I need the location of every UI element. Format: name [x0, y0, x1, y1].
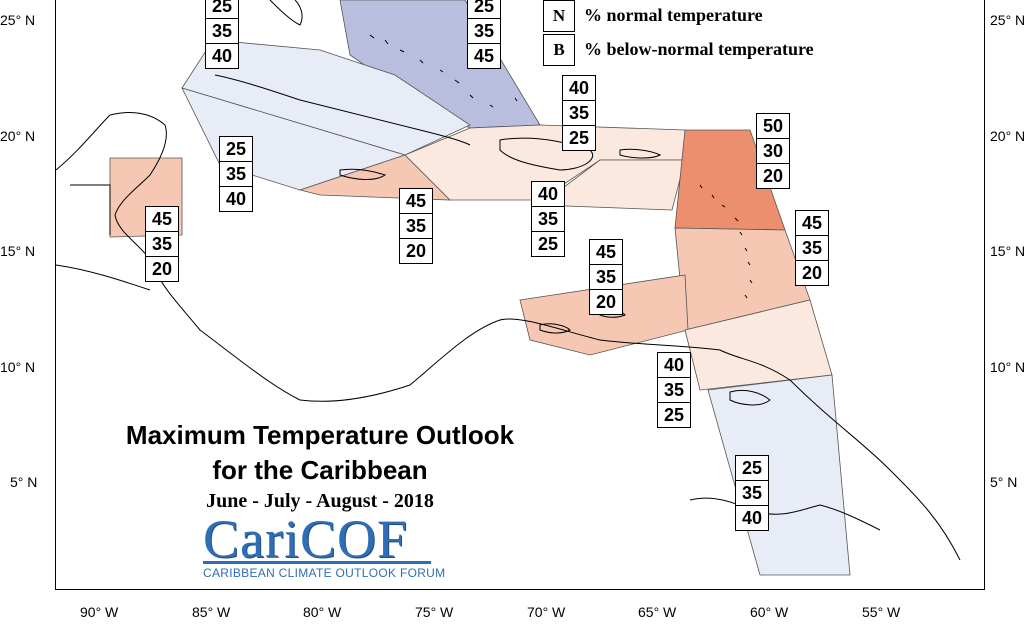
lat-label-right: 25° N — [990, 12, 1026, 28]
prob-normal: 35 — [206, 19, 238, 44]
zone-guianas[interactable] — [707, 374, 851, 576]
prob-normal: 35 — [220, 162, 252, 187]
map-title-line1: Maximum Temperature Outlook — [125, 420, 515, 450]
prob-above: 25 — [220, 137, 252, 162]
lon-label: 65° W — [638, 604, 677, 620]
prob-below: 20 — [595, 292, 617, 312]
probability-box-western-cuba: 25 35 40 — [219, 136, 253, 212]
probability-box-leeward: 50 30 20 — [756, 113, 790, 189]
probability-box-hispaniola: 40 35 25 — [562, 75, 596, 151]
prob-above: 40 — [532, 182, 564, 207]
prob-below: 40 — [225, 189, 247, 209]
lat-label-left: 20° N — [0, 128, 36, 144]
prob-normal: 35 — [563, 101, 595, 126]
lat-label-left: 10° N — [0, 359, 36, 375]
prob-below: 40 — [211, 46, 233, 66]
lon-label: 75° W — [415, 604, 454, 620]
lon-label: 80° W — [303, 604, 342, 620]
probability-box-belize: 45 35 20 — [145, 206, 179, 282]
prob-normal: 35 — [736, 481, 768, 506]
lon-label: 70° W — [527, 604, 566, 620]
prob-below: 45 — [473, 46, 495, 66]
lat-label-right: 20° N — [990, 128, 1026, 144]
prob-normal: 30 — [757, 139, 789, 164]
prob-below: 20 — [151, 259, 173, 279]
legend-label-below: % below-normal temperature — [584, 39, 814, 59]
island-markers — [369, 34, 753, 299]
lat-label-right: 15° N — [990, 243, 1026, 259]
zone-abc-islands[interactable] — [519, 274, 689, 356]
prob-normal: 35 — [400, 214, 432, 239]
lat-label-left: 15° N — [0, 243, 36, 259]
prob-below: 25 — [568, 128, 590, 148]
prob-normal: 35 — [796, 236, 828, 261]
coastlines — [55, 0, 961, 561]
probability-box-trinidad: 40 35 25 — [657, 352, 691, 428]
probability-box-puerto-rico: 40 35 25 — [531, 181, 565, 257]
prob-normal: 35 — [658, 378, 690, 403]
prob-above: 45 — [796, 211, 828, 236]
lat-label-left: 5° N — [10, 474, 38, 490]
probability-box-jamaica: 45 35 20 — [399, 188, 433, 264]
prob-above: 25 — [206, 0, 238, 19]
logo-subtitle: CARIBBEAN CLIMATE OUTLOOK FORUM — [203, 566, 446, 580]
prob-normal: 35 — [468, 19, 500, 44]
prob-normal: 35 — [590, 265, 622, 290]
probability-box-windward: 45 35 20 — [795, 210, 829, 286]
probability-box-abc-islands: 45 35 20 — [589, 239, 623, 315]
lat-label-right: 10° N — [990, 359, 1026, 375]
legend-key-normal: N — [543, 0, 575, 32]
prob-above: 25 — [736, 456, 768, 481]
legend-key-below: B — [543, 34, 575, 66]
prob-above: 50 — [757, 114, 789, 139]
prob-above: 25 — [468, 0, 500, 19]
legend-label-normal: % normal temperature — [584, 5, 763, 25]
probability-box-bahamas: 25 35 45 — [467, 0, 501, 69]
probability-box-cuba: 25 35 40 — [205, 0, 239, 69]
logo-underline — [203, 561, 431, 564]
prob-above: 40 — [658, 353, 690, 378]
lon-label: 85° W — [192, 604, 231, 620]
prob-above: 45 — [146, 207, 178, 232]
map-title-line2: for the Caribbean — [212, 455, 428, 485]
lon-label: 55° W — [862, 604, 901, 620]
lat-label-left: 25° N — [0, 12, 36, 28]
lat-label-right: 5° N — [990, 474, 1018, 490]
prob-above: 45 — [400, 189, 432, 214]
prob-below: 25 — [537, 234, 559, 254]
lon-label: 60° W — [750, 604, 789, 620]
prob-above: 40 — [563, 76, 595, 101]
prob-normal: 35 — [146, 232, 178, 257]
prob-below: 25 — [663, 405, 685, 425]
prob-normal: 35 — [532, 207, 564, 232]
prob-below: 20 — [801, 263, 823, 283]
lon-label: 90° W — [80, 604, 119, 620]
caricof-logo: CariCOF — [203, 509, 409, 569]
prob-below: 40 — [741, 508, 763, 528]
prob-below: 20 — [405, 241, 427, 261]
forecast-period: June - July - August - 2018 — [206, 490, 434, 512]
prob-above: 45 — [590, 240, 622, 265]
probability-box-guianas: 25 35 40 — [735, 455, 769, 531]
prob-below: 20 — [762, 166, 784, 186]
